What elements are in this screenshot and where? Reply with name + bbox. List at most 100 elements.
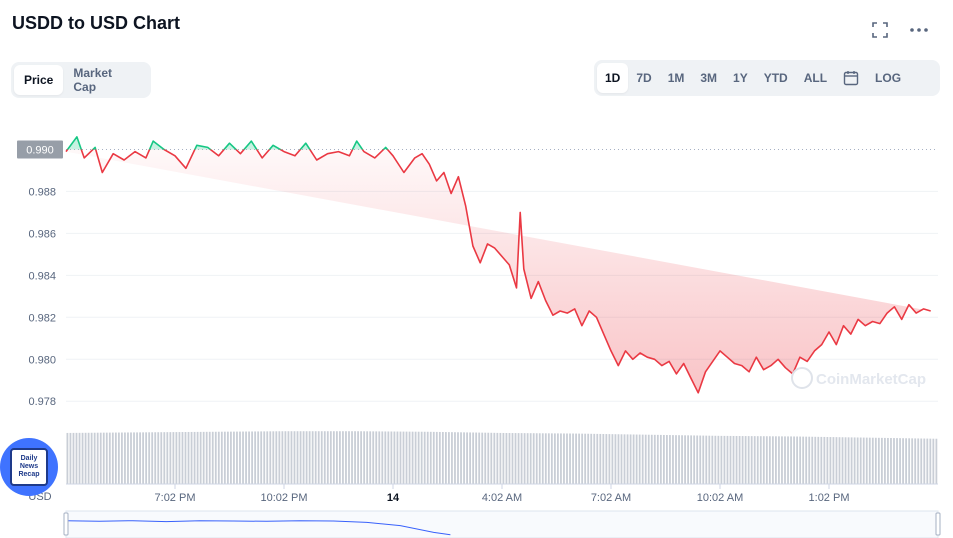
range-navigator[interactable]	[63, 510, 941, 538]
range-7d[interactable]: 7D	[636, 71, 652, 85]
range-1d[interactable]: 1D	[597, 63, 629, 93]
volume-bar	[514, 433, 517, 484]
volume-bar	[599, 433, 602, 484]
volume-bar	[702, 435, 705, 484]
volume-bar	[547, 433, 550, 484]
y-tick-label: 0.982	[28, 312, 56, 324]
range-1m[interactable]: 1M	[667, 71, 685, 85]
volume-bar	[423, 431, 426, 484]
volume-bar	[290, 431, 293, 484]
volume-bar	[926, 438, 929, 484]
volume-bar	[541, 433, 544, 484]
volume-bar	[765, 436, 768, 484]
volume-bar	[148, 432, 151, 484]
range-ytd[interactable]: YTD	[763, 71, 788, 85]
volume-bar	[723, 435, 726, 484]
volume-bar	[653, 434, 656, 484]
x-tick-label: 14	[387, 492, 400, 504]
calendar-icon[interactable]	[835, 63, 867, 93]
volume-bar	[139, 432, 141, 484]
volume-bar	[426, 431, 429, 484]
volume-bar	[841, 437, 844, 484]
log-scale-toggle[interactable]: LOG	[875, 71, 902, 85]
volume-bar	[890, 438, 892, 484]
news-icon: Daily News Recap	[10, 448, 48, 486]
volume-bar	[226, 431, 229, 484]
volume-bar	[496, 432, 499, 484]
volume-bar	[738, 436, 741, 484]
range-1y[interactable]: 1Y	[733, 71, 748, 85]
volume-bar	[847, 437, 850, 484]
daily-news-recap-button[interactable]: Daily News Recap	[0, 438, 58, 496]
volume-bar	[187, 431, 190, 484]
volume-bar	[217, 431, 220, 484]
time-range-switch: 1D 7D 1M 3M 1Y YTD ALL LOG	[594, 60, 940, 96]
price-line	[65, 136, 931, 394]
volume-bar	[390, 431, 393, 484]
volume-bar	[245, 431, 247, 484]
volume-bar	[805, 436, 808, 484]
volume-bar	[747, 436, 750, 484]
volume-bar	[587, 433, 590, 484]
volume-bar	[223, 431, 226, 484]
volume-bar	[877, 437, 880, 484]
volume-bar	[357, 431, 359, 484]
volume-bar	[711, 435, 714, 484]
volume-bar	[793, 436, 795, 484]
volume-bar	[260, 431, 263, 484]
fullscreen-icon[interactable]	[869, 20, 891, 40]
volume-bar	[405, 431, 408, 484]
y-tick-label: 0.978	[28, 396, 56, 408]
volume-bar	[832, 437, 835, 484]
volume-bar	[457, 432, 459, 484]
volume-bar	[871, 437, 874, 484]
volume-bar	[623, 434, 626, 484]
volume-bar	[732, 435, 735, 484]
volume-bar	[399, 431, 402, 484]
volume-bar	[771, 436, 774, 484]
volume-bar	[896, 438, 898, 484]
volume-bar	[448, 432, 450, 484]
range-all[interactable]: ALL	[803, 71, 828, 85]
volume-bar	[484, 432, 487, 484]
volume-bar	[490, 432, 493, 484]
volume-bar	[117, 432, 120, 484]
volume-bar	[481, 432, 484, 484]
volume-bar	[351, 431, 353, 484]
volume-bar	[666, 435, 668, 484]
range-3m[interactable]: 3M	[700, 71, 718, 85]
volume-bar	[69, 432, 72, 484]
volume-bar	[750, 436, 753, 484]
tab-market-cap[interactable]: Market Cap	[73, 66, 113, 94]
volume-bar	[632, 434, 635, 484]
volume-bar	[96, 432, 99, 484]
volume-bar	[662, 434, 665, 484]
y-tick-label: 0.988	[28, 186, 56, 198]
volume-bar	[287, 431, 290, 484]
volume-bar	[387, 431, 390, 484]
volume-bar	[242, 431, 244, 484]
watermark: CoinMarketCap	[791, 367, 926, 389]
volume-bar	[257, 431, 260, 484]
volume-bar	[133, 432, 135, 484]
volume-bar	[865, 437, 868, 484]
volume-bar	[902, 438, 904, 484]
more-icon[interactable]	[908, 20, 930, 40]
navigator-track	[65, 510, 939, 538]
volume-bar	[293, 431, 296, 484]
volume-bar	[835, 437, 838, 484]
volume-bar	[696, 435, 699, 484]
volume-bar	[160, 432, 163, 484]
volume-bar	[753, 436, 756, 484]
volume-bar	[699, 435, 702, 484]
tab-price[interactable]: Price	[14, 65, 64, 95]
volume-bar	[435, 431, 438, 484]
volume-bar	[248, 431, 250, 484]
volume-bar	[202, 431, 205, 484]
volume-bar	[311, 431, 314, 484]
volume-bar	[887, 437, 889, 484]
volume-bar	[602, 433, 605, 484]
area-below-reference	[66, 149, 931, 393]
volume-bar	[93, 432, 96, 484]
